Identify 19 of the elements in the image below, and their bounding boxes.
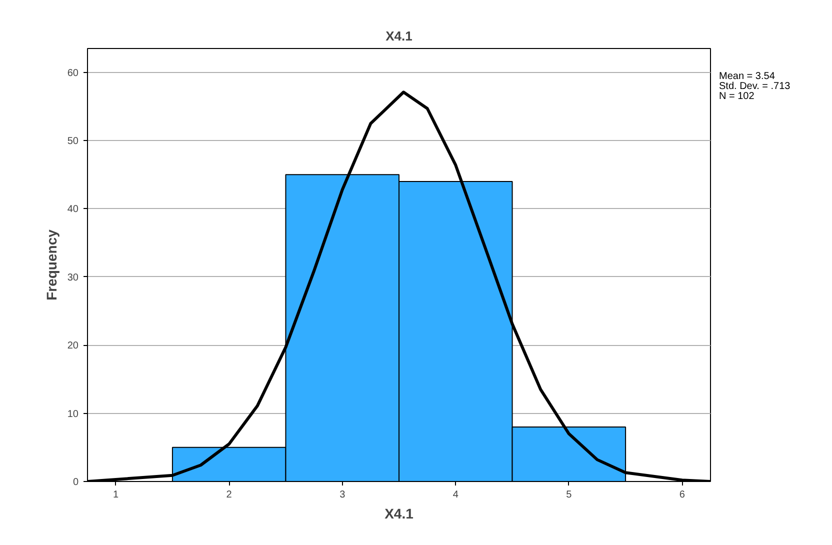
- x-tick-label: 5: [566, 490, 572, 500]
- text: N = 102: [719, 91, 754, 102]
- x-tick-label: 6: [679, 490, 686, 500]
- x-tick-label: 4: [452, 490, 459, 500]
- x-axis-title: X4.1: [384, 506, 414, 522]
- y-axis-title: Frequency: [43, 229, 60, 300]
- y-tick-label: 10: [67, 408, 79, 420]
- x-tick-label: 2: [226, 490, 232, 500]
- y-tick-label: 0: [72, 477, 79, 488]
- y-tick-label: 50: [67, 136, 79, 148]
- y-tick-label: 20: [67, 340, 79, 352]
- x-tick-label: 1: [113, 490, 120, 500]
- y-tick-label: 30: [67, 272, 79, 284]
- chart-title: X4.1: [386, 28, 412, 44]
- y-tick-label: 40: [67, 204, 79, 216]
- text: Std. Dev. = .713: [719, 81, 790, 92]
- y-tick-label: 60: [67, 68, 79, 79]
- text: Mean = 3.54: [719, 71, 775, 82]
- x-tick-label: 3: [340, 490, 346, 500]
